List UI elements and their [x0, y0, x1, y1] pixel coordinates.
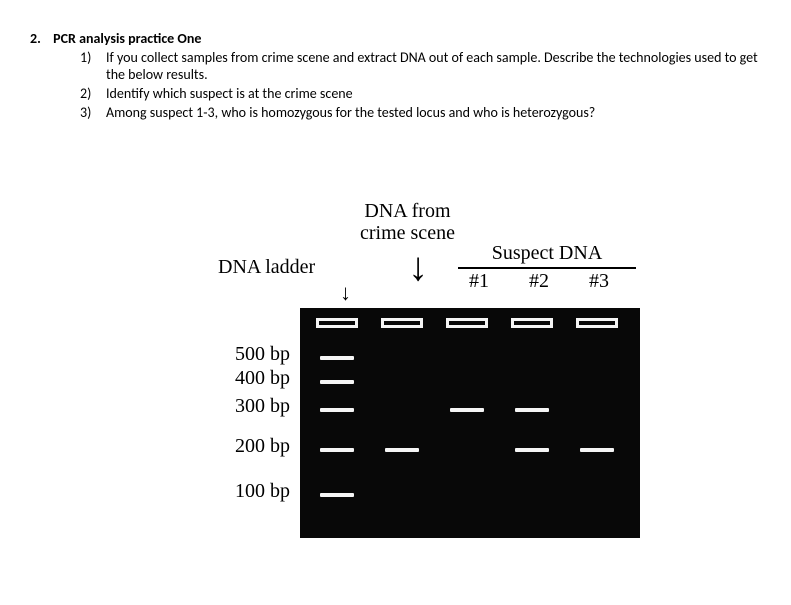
lane-label-3: #3: [578, 270, 620, 293]
gel-well: [381, 318, 423, 328]
question-title: PCR analysis practice One: [53, 30, 201, 47]
bp-size-label: 300 bp: [150, 395, 290, 418]
sub-text: Identify which suspect is at the crime s…: [106, 85, 353, 102]
sub-number: 1): [80, 49, 106, 83]
gel-band: [515, 448, 549, 452]
gel-band: [320, 448, 354, 452]
arrow-down-icon: ↓: [340, 280, 351, 306]
label-crime-line2: crime scene: [360, 222, 455, 244]
bp-size-label: 200 bp: [150, 435, 290, 458]
gel-band: [515, 408, 549, 412]
gel-well: [511, 318, 553, 328]
gel-well: [446, 318, 488, 328]
sub-question-list: 1) If you collect samples from crime sce…: [80, 49, 761, 121]
question-header: 2. PCR analysis practice One: [30, 30, 761, 47]
sub-question: 1) If you collect samples from crime sce…: [80, 49, 761, 83]
label-crime-line1: DNA from: [360, 200, 455, 222]
question-number: 2.: [30, 30, 50, 47]
gel-well: [576, 318, 618, 328]
gel-well: [316, 318, 358, 328]
gel-figure: DNA from crime scene DNA ladder Suspect …: [150, 200, 650, 560]
gel-band: [450, 408, 484, 412]
bp-size-label: 400 bp: [150, 367, 290, 390]
label-dna-ladder: DNA ladder: [218, 256, 315, 279]
sub-number: 2): [80, 85, 106, 102]
gel-band: [320, 380, 354, 384]
bp-size-label: 100 bp: [150, 480, 290, 503]
sub-number: 3): [80, 104, 106, 121]
gel-band: [320, 408, 354, 412]
sub-question: 3) Among suspect 1-3, who is homozygous …: [80, 104, 761, 121]
sub-text: Among suspect 1-3, who is homozygous for…: [106, 104, 595, 121]
label-suspect-dna: Suspect DNA: [458, 242, 636, 269]
lane-label-1: #1: [458, 270, 500, 293]
sub-text: If you collect samples from crime scene …: [106, 49, 761, 83]
gel-box: [300, 308, 640, 538]
suspect-underline: [458, 267, 636, 269]
lane-label-2: #2: [518, 270, 560, 293]
gel-band: [385, 448, 419, 452]
gel-band: [320, 356, 354, 360]
lane-labels: #1 #2 #3: [458, 270, 620, 293]
bp-size-label: 500 bp: [150, 343, 290, 366]
arrow-down-icon: ↓: [408, 255, 428, 279]
label-suspect-text: Suspect DNA: [492, 242, 603, 264]
label-crime-scene: DNA from crime scene: [360, 200, 455, 244]
question-block: 2. PCR analysis practice One 1) If you c…: [30, 30, 761, 123]
sub-question: 2) Identify which suspect is at the crim…: [80, 85, 761, 102]
gel-band: [320, 493, 354, 497]
gel-band: [580, 448, 614, 452]
